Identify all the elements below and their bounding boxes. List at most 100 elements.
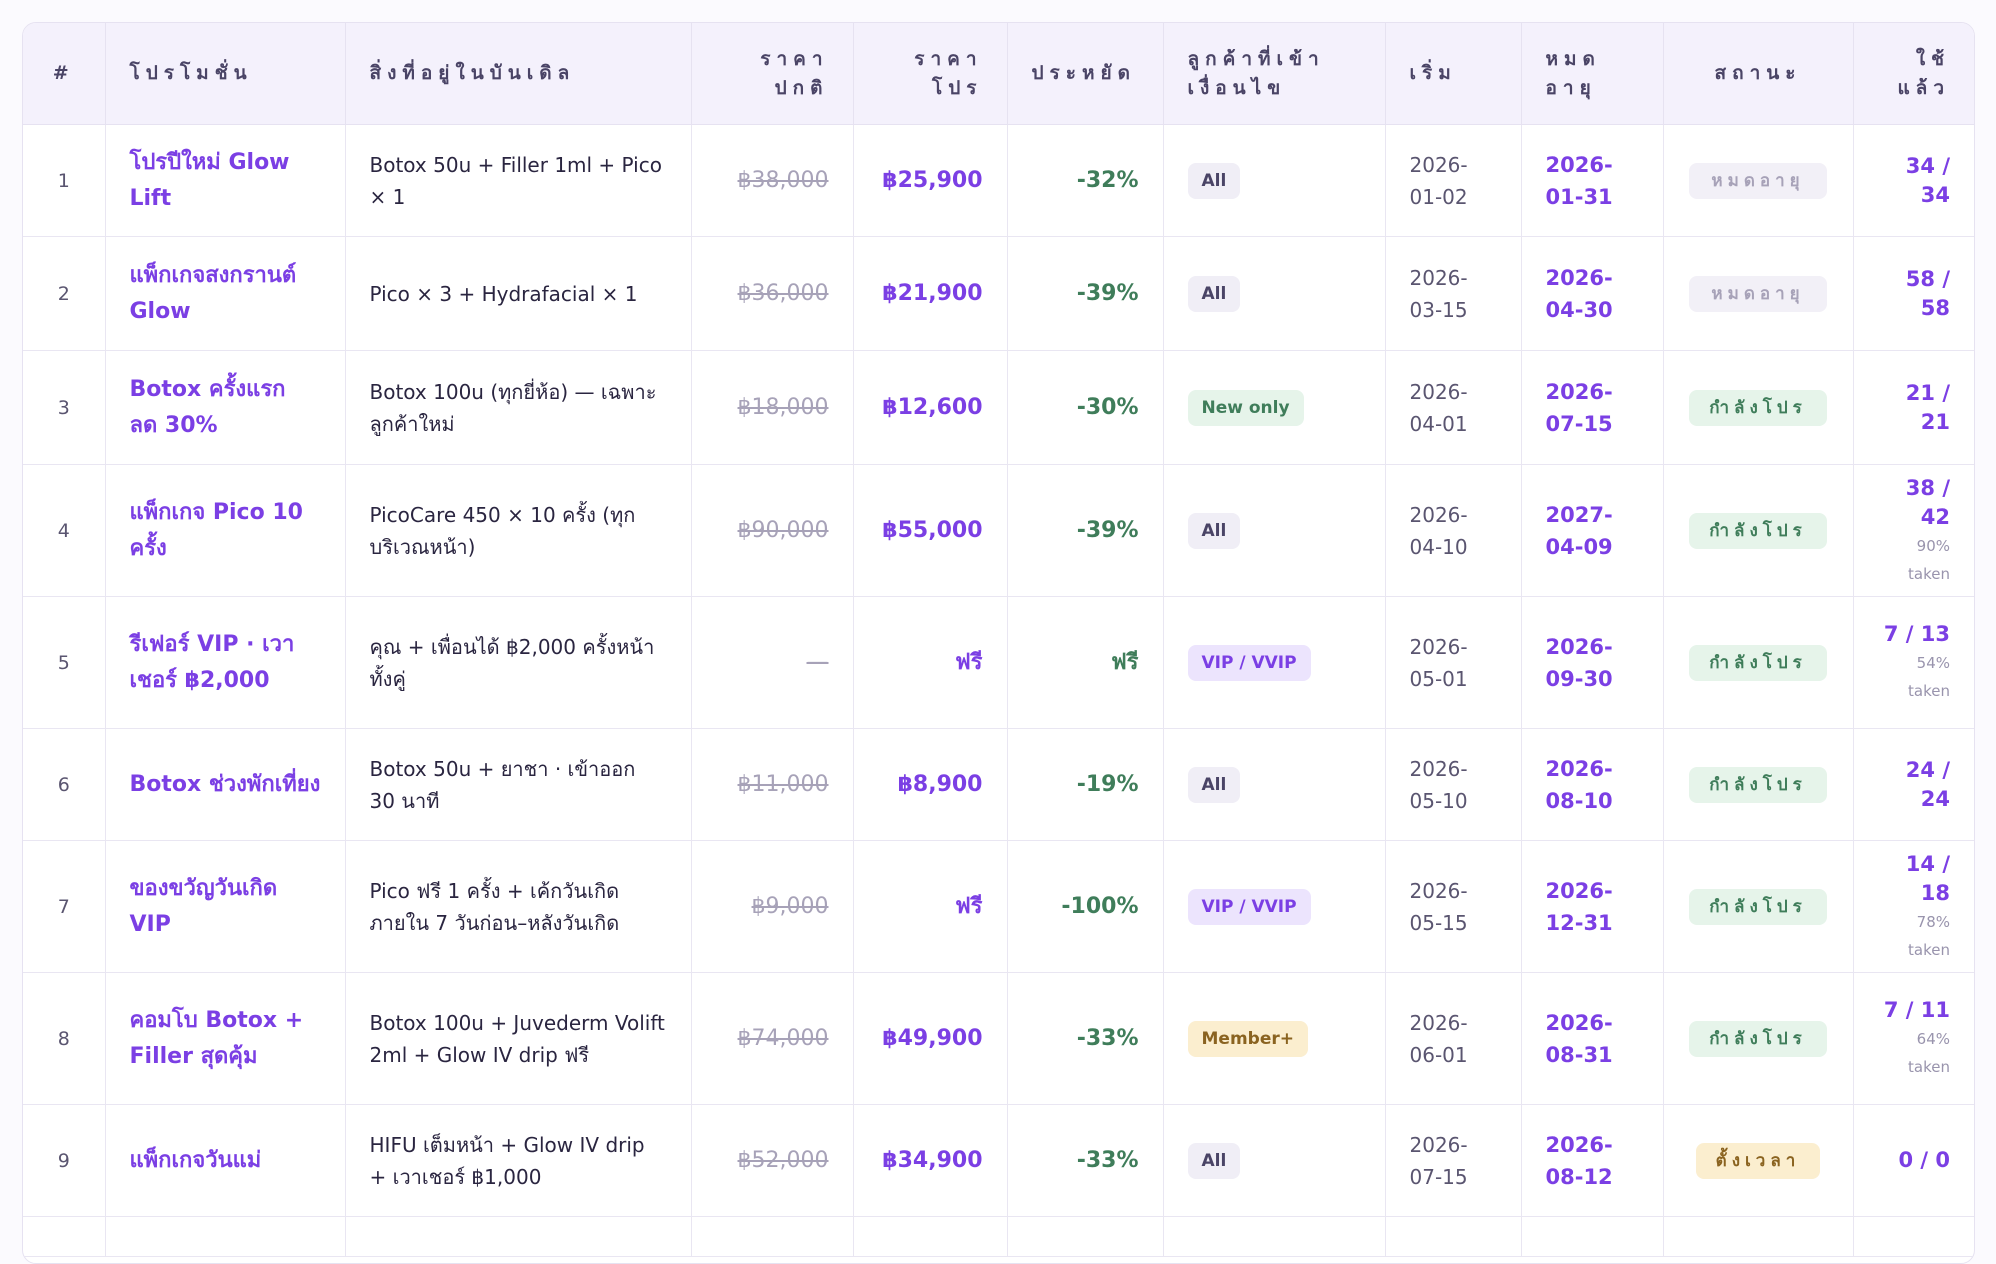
status-badge: กำลังโปร [1689,389,1827,426]
usage-count: 34 / 34 [1905,153,1950,207]
start-date: 2026-04-10 [1385,464,1522,597]
row-index: 3 [23,350,106,465]
table-row[interactable]: 7 ของขวัญวันเกิด VIP Pico ฟรี 1 ครั้ง + เค… [23,840,1974,973]
eligibility-badge: New only [1187,389,1304,426]
row-index: 4 [23,464,106,597]
usage-cell: 14 / 18 78% taken [1853,840,1974,973]
usage-percent-taken: 64% taken [1908,1030,1950,1076]
status-cell: กำลังโปร [1663,840,1854,973]
header-row: # โปรโมชั่น สิ่งที่อยู่ในบันเดิล ราคา ปก… [23,23,1974,125]
eligibility-cell: All [1163,728,1386,841]
status-badge: กำลังโปร [1689,888,1827,925]
promotions-table-card: # โปรโมชั่น สิ่งที่อยู่ในบันเดิล ราคา ปก… [22,22,1975,1264]
usage-cell: 34 / 34 [1853,124,1974,237]
promo-price: ฿8,900 [853,728,1008,841]
eligibility-cell: All [1163,464,1386,597]
promotion-name-link[interactable]: แพ็กเกจสงกรานต์ Glow [105,236,346,351]
regular-price: ฿74,000 [691,972,854,1105]
regular-price: ฿38,000 [691,124,854,237]
expire-date: 2026-08-12 [1521,1104,1664,1217]
start-date: 2026-05-01 [1385,596,1522,729]
usage-cell: 0 / 0 [1853,1104,1974,1217]
usage-count: 21 / 21 [1905,380,1950,434]
table-row[interactable]: 8 คอมโบ Botox + Filler สุดคุ้ม Botox 100u … [23,972,1974,1105]
promo-price: ฿12,600 [853,350,1008,465]
bundle-content: คุณ + เพื่อนได้ ฿2,000 ครั้งหน้าทั้งคู่ [345,596,692,729]
table-row[interactable]: 5 รีเฟอร์ VIP · เวาเชอร์ ฿2,000 คุณ + เพื่… [23,596,1974,729]
regular-price: ฿11,000 [691,728,854,841]
col-header-bundle-content[interactable]: สิ่งที่อยู่ในบันเดิล [345,23,692,125]
promo-price: ฟรี [853,840,1008,973]
eligibility-badge: All [1187,766,1241,803]
savings-value: -33% [1007,1104,1164,1217]
bundle-content: PicoCare 450 × 10 ครั้ง (ทุกบริเวณหน้า) [345,464,692,597]
promotion-name-link[interactable]: แพ็กเกจวันแม่ [105,1104,346,1217]
promo-price: ฿34,900 [853,1104,1008,1217]
status-cell: ตั้งเวลา [1663,1104,1854,1217]
col-header-expire[interactable]: หมด อายุ [1521,23,1664,125]
promotion-name-link[interactable]: Botox ครั้งแรก ลด 30% [105,350,346,465]
start-date: 2026-04-01 [1385,350,1522,465]
table-row[interactable]: 4 แพ็กเกจ Pico 10 ครั้ง PicoCare 450 × 10 … [23,464,1974,597]
row-index: 6 [23,728,106,841]
col-header-index[interactable]: # [23,23,106,125]
promotion-name-link[interactable]: ของขวัญวันเกิด VIP [105,840,346,973]
col-header-savings[interactable]: ประหยัด [1007,23,1164,125]
col-header-eligibility[interactable]: ลูกค้าที่เข้า เงื่อนไข [1163,23,1386,125]
usage-percent-taken: 90% taken [1908,536,1950,583]
regular-price: ฿18,000 [691,350,854,465]
table-row-partial [23,1216,1974,1257]
col-header-promo-price[interactable]: ราคา โปร [853,23,1008,125]
row-index: 9 [23,1104,106,1217]
savings-value: ฟรี [1007,596,1164,729]
regular-price: — [691,596,854,729]
savings-value: -30% [1007,350,1164,465]
promotion-name-link[interactable]: Botox ช่วงพักเที่ยง [105,728,346,841]
usage-count: 38 / 42 [1905,475,1950,529]
table-row[interactable]: 1 โปรปีใหม่ Glow Lift Botox 50u + Filler 1… [23,124,1974,237]
status-cell: กำลังโปร [1663,350,1854,465]
usage-cell: 21 / 21 [1853,350,1974,465]
col-header-used[interactable]: ใช้ แล้ว [1853,23,1974,125]
usage-count: 0 / 0 [1898,1148,1950,1172]
regular-price: ฿90,000 [691,464,854,597]
status-badge: กำลังโปร [1689,766,1827,803]
usage-percent-taken: 78% taken [1908,912,1950,959]
table-row[interactable]: 2 แพ็กเกจสงกรานต์ Glow Pico × 3 + Hydrafac… [23,236,1974,351]
eligibility-badge: All [1187,1142,1241,1179]
promotion-name-link[interactable]: รีเฟอร์ VIP · เวาเชอร์ ฿2,000 [105,596,346,729]
savings-value: -100% [1007,840,1164,973]
promo-price: ฿49,900 [853,972,1008,1105]
eligibility-badge: All [1187,512,1241,549]
promotion-name-link[interactable]: คอมโบ Botox + Filler สุดคุ้ม [105,972,346,1105]
promotion-name-link[interactable]: แพ็กเกจ Pico 10 ครั้ง [105,464,346,597]
table-row[interactable]: 6 Botox ช่วงพักเที่ยง Botox 50u + ยาชา · เ… [23,728,1974,841]
table-row[interactable]: 9 แพ็กเกจวันแม่ HIFU เต็มหน้า + Glow IV dr… [23,1104,1974,1217]
eligibility-badge: Member+ [1187,1020,1308,1057]
col-header-start[interactable]: เริ่ม [1385,23,1522,125]
promo-price: ฿25,900 [853,124,1008,237]
usage-count: 24 / 24 [1905,757,1950,811]
usage-cell: 7 / 13 54% taken [1853,596,1974,729]
promotions-table: # โปรโมชั่น สิ่งที่อยู่ในบันเดิล ราคา ปก… [23,23,1974,1257]
promo-price: ฿55,000 [853,464,1008,597]
col-header-status[interactable]: สถานะ [1663,23,1854,125]
col-header-promotion[interactable]: โปรโมชั่น [105,23,346,125]
eligibility-badge: All [1187,275,1241,312]
expire-date: 2026-04-30 [1521,236,1664,351]
status-cell: กำลังโปร [1663,972,1854,1105]
eligibility-cell: All [1163,236,1386,351]
start-date: 2026-01-02 [1385,124,1522,237]
table-row[interactable]: 3 Botox ครั้งแรก ลด 30% Botox 100u (ทุกยี่… [23,350,1974,465]
expire-date: 2027-04-09 [1521,464,1664,597]
eligibility-cell: Member+ [1163,972,1386,1105]
col-header-regular-price[interactable]: ราคา ปกติ [691,23,854,125]
savings-value: -32% [1007,124,1164,237]
status-badge: ตั้งเวลา [1696,1142,1820,1179]
promotion-name-link[interactable]: โปรปีใหม่ Glow Lift [105,124,346,237]
usage-cell: 24 / 24 [1853,728,1974,841]
usage-percent-taken: 54% taken [1908,654,1950,700]
status-badge: หมดอายุ [1689,275,1827,312]
usage-cell: 7 / 11 64% taken [1853,972,1974,1105]
status-cell: หมดอายุ [1663,124,1854,237]
